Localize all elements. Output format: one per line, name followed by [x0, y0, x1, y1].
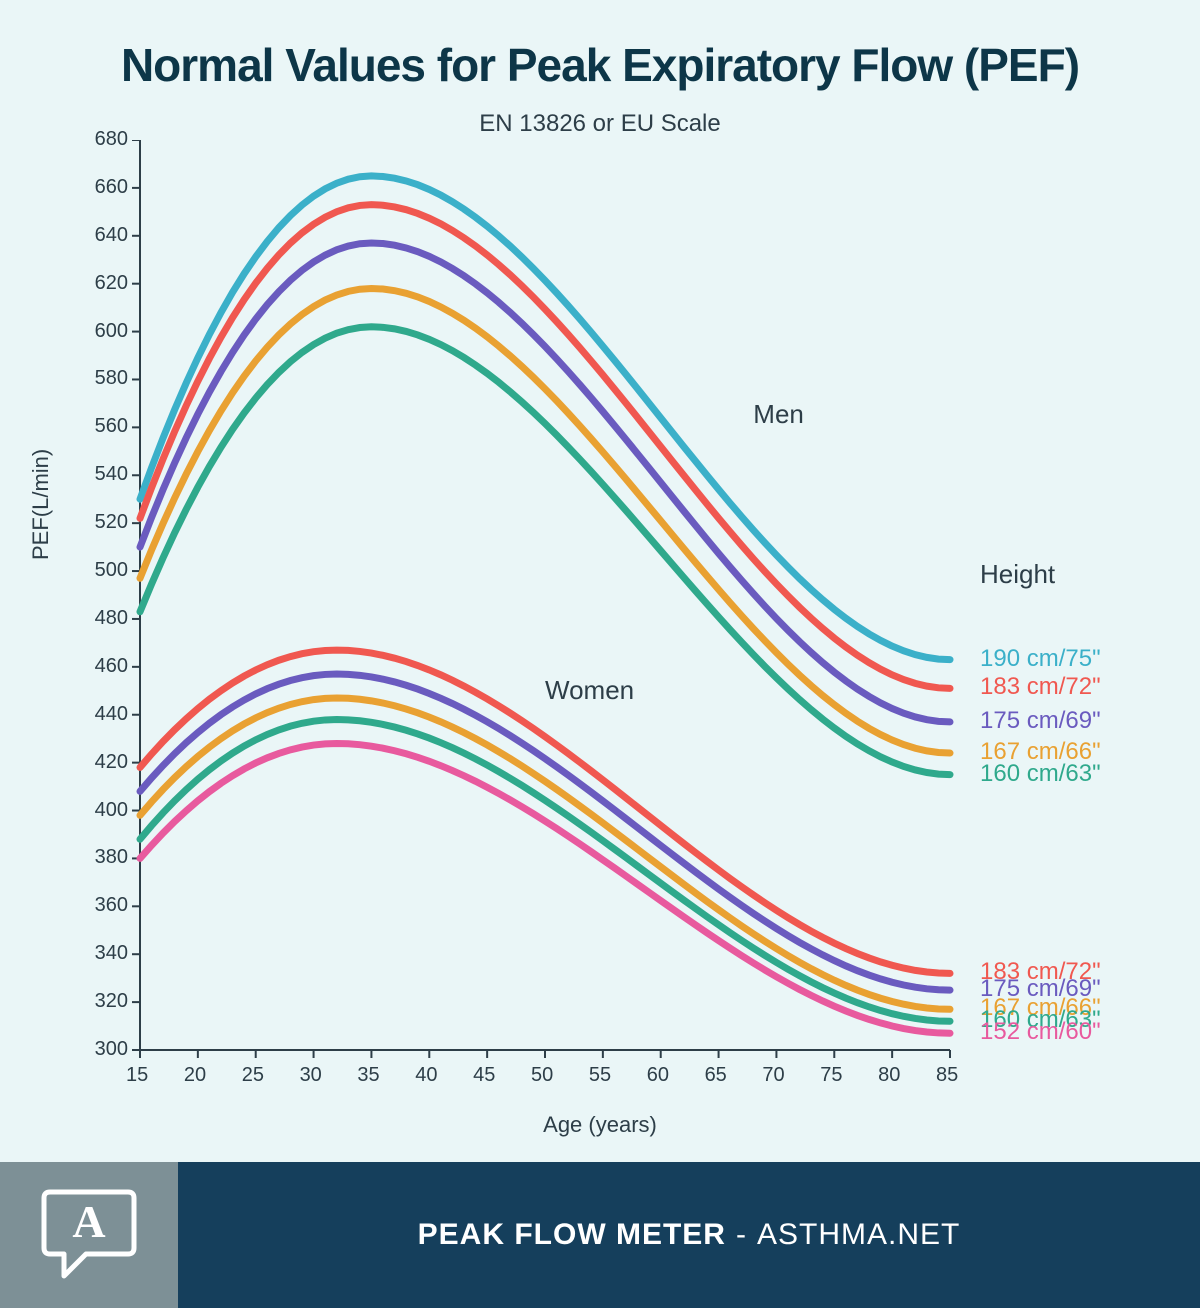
y-tick-label: 600: [95, 320, 128, 343]
y-tick-label: 440: [95, 703, 128, 726]
x-tick-label: 50: [531, 1064, 553, 1087]
footer-sep: -: [736, 1218, 747, 1252]
x-tick-label: 25: [242, 1064, 264, 1087]
y-tick-label: 520: [95, 511, 128, 534]
x-tick-label: 60: [647, 1064, 669, 1087]
legend-item-men: 160 cm/63": [980, 760, 1101, 788]
x-axis-label: Age (years): [0, 1112, 1200, 1138]
footer-text: PEAK FLOW METER - ASTHMA.NET: [178, 1162, 1200, 1308]
x-tick-label: 65: [705, 1064, 727, 1087]
y-tick-label: 380: [95, 846, 128, 869]
y-tick-label: 500: [95, 559, 128, 582]
group-label-men: Men: [753, 399, 804, 430]
y-tick-label: 460: [95, 655, 128, 678]
series-line: [140, 327, 950, 775]
x-tick-label: 70: [762, 1064, 784, 1087]
x-tick-label: 55: [589, 1064, 611, 1087]
series-line: [140, 176, 950, 660]
chart-title: Normal Values for Peak Expiratory Flow (…: [0, 38, 1200, 92]
x-tick-label: 40: [415, 1064, 437, 1087]
legend-item-men: 190 cm/75": [980, 645, 1101, 673]
y-tick-label: 300: [95, 1038, 128, 1061]
legend-item-women: 152 cm/60": [980, 1018, 1101, 1046]
x-tick-label: 85: [936, 1064, 958, 1087]
series-line: [140, 243, 950, 722]
footer-site: ASTHMA.NET: [757, 1218, 960, 1252]
footer-title: PEAK FLOW METER: [418, 1218, 726, 1252]
x-tick-label: 15: [126, 1064, 148, 1087]
y-tick-label: 340: [95, 942, 128, 965]
y-tick-label: 480: [95, 607, 128, 630]
y-tick-label: 680: [95, 128, 128, 151]
svg-text:A: A: [72, 1196, 105, 1247]
x-tick-label: 20: [184, 1064, 206, 1087]
x-tick-label: 80: [878, 1064, 900, 1087]
x-tick-label: 75: [820, 1064, 842, 1087]
y-tick-label: 400: [95, 799, 128, 822]
y-tick-label: 580: [95, 367, 128, 390]
legend-item-men: 183 cm/72": [980, 673, 1101, 701]
chart-subtitle: EN 13826 or EU Scale: [0, 110, 1200, 138]
y-tick-label: 540: [95, 463, 128, 486]
y-axis-label: PEF(L/min): [28, 449, 54, 560]
y-tick-label: 560: [95, 415, 128, 438]
x-tick-label: 35: [357, 1064, 379, 1087]
group-label-women: Women: [545, 675, 634, 706]
y-tick-label: 660: [95, 176, 128, 199]
series-line: [140, 698, 950, 1009]
x-tick-label: 45: [473, 1064, 495, 1087]
y-tick-label: 360: [95, 894, 128, 917]
y-tick-label: 320: [95, 990, 128, 1013]
footer-bar: A PEAK FLOW METER - ASTHMA.NET: [0, 1162, 1200, 1308]
y-tick-label: 620: [95, 272, 128, 295]
site-logo: A: [0, 1162, 178, 1308]
x-tick-label: 30: [300, 1064, 322, 1087]
y-tick-label: 640: [95, 224, 128, 247]
legend-title: Height: [980, 559, 1055, 590]
legend-item-men: 175 cm/69": [980, 707, 1101, 735]
y-tick-label: 420: [95, 751, 128, 774]
